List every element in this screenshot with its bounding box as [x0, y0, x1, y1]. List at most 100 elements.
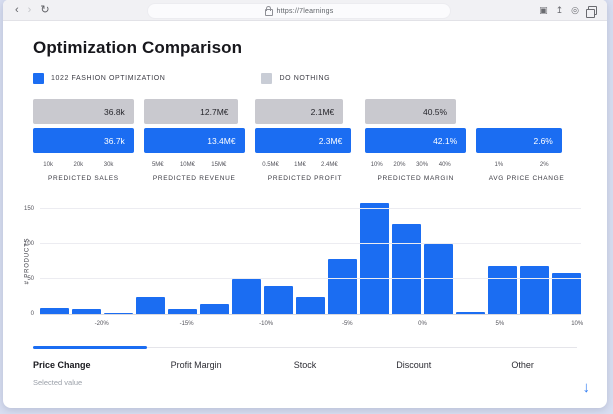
gridline-150: [40, 208, 581, 209]
histogram-bar-5: [200, 304, 229, 314]
kpi-tick: 0.5M€: [262, 162, 279, 168]
x-tick-label: 5%: [495, 321, 505, 327]
kpi-optimized-bar: 2.3M€: [254, 128, 352, 153]
reload-icon[interactable]: ↻: [40, 3, 50, 16]
legend-swatch: [33, 73, 44, 84]
histogram-bar-13: [456, 311, 485, 314]
legend-item-0[interactable]: 1022 FASHION OPTIMIZATION: [33, 73, 165, 84]
page-title: Optimization Comparison: [33, 38, 243, 57]
histogram-plot: # PRODUCTS 0 50 100 150: [24, 202, 581, 317]
kpi-tick: 5M€: [151, 162, 164, 168]
histogram-chart: # PRODUCTS 0 50 100 150 -20% -15% -10% -5% 0% 5%…: [24, 202, 584, 331]
kpi-baseline-bar: 2.1M€: [254, 99, 344, 124]
kpi-tick: 10k: [43, 162, 53, 168]
kpi-tick: 10M€: [179, 162, 195, 168]
kpi-optimized-bar: 42.1%: [365, 128, 467, 153]
kpi-label: PREDICTED SALES: [47, 175, 119, 182]
histogram-bar-6: [232, 279, 261, 314]
tab-other[interactable]: Other: [511, 360, 534, 370]
x-axis-labels: -20% -15% -10% -5% 0% 5% 10%: [40, 319, 584, 331]
legend-label: DO NOTHING: [279, 75, 331, 82]
kpi-baseline-empty: [476, 99, 577, 124]
new-tab-icon[interactable]: ◎: [571, 5, 579, 15]
kpi-tick: 10%: [370, 162, 383, 168]
share-icon[interactable]: ↥: [555, 5, 564, 15]
kpi-optimized-bar: 36.7k: [33, 128, 134, 153]
tab-bar: Price Change Profit Margin Stock Discount Ot…: [33, 346, 577, 370]
address-bar[interactable]: https://7learnings: [147, 3, 451, 19]
legend-swatch: [261, 73, 273, 84]
kpi-tick: 2%: [539, 162, 549, 168]
tab-discount[interactable]: Discount: [396, 360, 432, 370]
legend: 1022 FASHION OPTIMIZATION DO NOTHING: [33, 73, 577, 84]
dashboard: Optimization Comparison 1022 FASHION OPT…: [3, 38, 607, 182]
histogram-bar-12: [424, 244, 453, 314]
histogram-bar-14: [488, 266, 517, 314]
browser-chrome: ‹ › ↻ https://7learnings ▣ ↥ ◎: [3, 0, 607, 21]
legend-label: 1022 FASHION OPTIMIZATION: [51, 75, 166, 82]
x-tick-label: -20%: [94, 321, 109, 327]
kpi-tick: 30%: [416, 162, 429, 168]
histogram-bar-10: [360, 203, 389, 314]
y-tick-label: 150: [23, 206, 34, 212]
histogram-bar-0: [40, 308, 69, 314]
kpi-tick: 30k: [103, 162, 114, 168]
tab-labels: Price Change Profit Margin Stock Discount Ot…: [33, 360, 577, 370]
kpi-label: PREDICTED MARGIN: [377, 175, 455, 182]
kpi-tick: 1%: [494, 162, 504, 168]
kpi-optimized-bar: 2.6%: [476, 128, 562, 153]
kpi-axis-ticks: 5M€ 10M€ 15M€: [144, 162, 235, 168]
x-tick-label: -5%: [341, 321, 353, 327]
kpi-baseline-bar: 36.8k: [33, 99, 134, 124]
histogram-bar-1: [72, 309, 101, 314]
extensions-icon[interactable]: ▣: [539, 5, 548, 15]
histogram-bar-8: [296, 297, 325, 314]
y-tick-label: 100: [23, 241, 34, 247]
histogram-bars: [40, 202, 581, 314]
kpi-card-0: 36.8k 36.7k 10k 20k 30k PREDICTED SALES: [33, 99, 134, 182]
y-tick-label: 0: [30, 311, 34, 317]
kpi-axis-ticks: 0.5M€ 1M€ 2.4M€: [255, 162, 346, 168]
tab-stock[interactable]: Stock: [293, 360, 317, 370]
kpi-row: 36.8k 36.7k 10k 20k 30k PREDICTED SALES 12.7M€…: [33, 99, 577, 182]
y-tick-label: 50: [27, 276, 34, 282]
selected-value-label: Selected value: [33, 378, 83, 387]
kpi-card-4: 2.6% 1% 2% AVG PRICE CHANGE: [476, 99, 577, 182]
x-tick-label: -10%: [259, 321, 274, 327]
kpi-optimized-bar: 13.4M€: [143, 128, 245, 153]
kpi-card-1: 12.7M€ 13.4M€ 5M€ 10M€ 15M€ PREDICTED REVENUE: [143, 99, 245, 182]
histogram-bar-7: [264, 286, 293, 314]
tabs-icon[interactable]: [586, 5, 597, 18]
x-tick-label: 10%: [571, 321, 584, 327]
kpi-tick: 20k: [73, 162, 84, 168]
kpi-baseline-bar: 40.5%: [365, 99, 457, 124]
kpi-tick: 15M€: [211, 162, 227, 168]
kpi-label: PREDICTED REVENUE: [152, 175, 236, 182]
kpi-card-3: 40.5% 42.1% 10% 20% 30% 40% PREDICTED MARGIN: [365, 99, 467, 182]
tab-profit-margin[interactable]: Profit Margin: [170, 360, 222, 370]
lock-icon: [264, 5, 273, 16]
kpi-tick: 20%: [393, 162, 406, 168]
forward-icon[interactable]: ›: [27, 3, 32, 16]
histogram-bar-2: [104, 313, 133, 314]
kpi-tick: 40%: [438, 162, 451, 168]
histogram-bar-11: [392, 224, 421, 314]
kpi-tick: 1M€: [294, 162, 306, 168]
histogram-bar-16: [552, 273, 581, 314]
back-icon[interactable]: ‹: [15, 3, 19, 16]
browser-actions: ▣ ↥ ◎: [539, 0, 597, 20]
gridline-50: [40, 278, 581, 279]
url-text: https://7learnings: [276, 7, 334, 15]
legend-item-1[interactable]: DO NOTHING: [261, 73, 330, 84]
kpi-label: PREDICTED PROFIT: [267, 175, 343, 182]
histogram-bar-3: [136, 297, 165, 314]
kpi-tick: 2.4M€: [321, 162, 338, 168]
active-tab-indicator: [33, 346, 148, 349]
histogram-bar-4: [168, 309, 197, 314]
tab-track: [33, 347, 577, 348]
browser-nav: ‹ › ↻: [15, 3, 50, 16]
x-tick-label: -15%: [179, 321, 194, 327]
kpi-card-2: 2.1M€ 2.3M€ 0.5M€ 1M€ 2.4M€ PREDICTED PROFIT: [254, 99, 356, 182]
tab-price-change[interactable]: Price Change: [33, 360, 91, 370]
down-arrow-icon[interactable]: ↓: [582, 379, 591, 396]
